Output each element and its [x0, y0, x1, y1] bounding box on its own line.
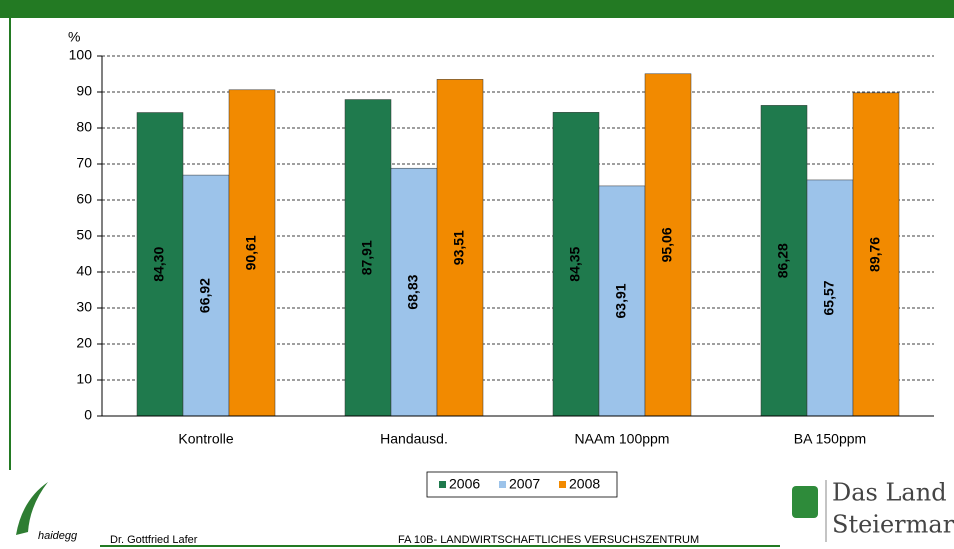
logo-crest: [792, 486, 818, 518]
data-label: 65,57: [821, 280, 837, 315]
legend-label: 2007: [509, 476, 540, 492]
y-tick-label: 90: [76, 83, 92, 99]
footer-institution: FA 10B- LANDWIRTSCHAFTLICHES VERSUCHSZEN…: [398, 534, 699, 546]
y-axis-label: %: [68, 29, 80, 45]
logo-leaf: [16, 482, 48, 535]
data-label: 93,51: [451, 230, 467, 265]
data-label: 90,61: [243, 235, 259, 270]
bar: [344, 99, 392, 417]
logo-right-2: Steiermark: [832, 511, 954, 539]
bar: [852, 92, 900, 417]
data-label: 66,92: [197, 278, 213, 313]
y-tick-label: 70: [76, 155, 92, 171]
y-tick-label: 50: [76, 227, 92, 243]
x-tick-label: NAAm 100ppm: [575, 431, 670, 447]
data-label: 68,83: [405, 274, 421, 309]
x-tick-label: Kontrolle: [178, 431, 233, 447]
y-tick-label: 0: [84, 407, 92, 423]
bar: [760, 105, 808, 417]
legend-marker: [559, 481, 566, 488]
bar: [136, 112, 184, 417]
data-label: 87,91: [359, 240, 375, 275]
bar: [436, 79, 484, 417]
legend-label: 2008: [569, 476, 600, 492]
y-tick-label: 10: [76, 371, 92, 387]
y-tick-label: 60: [76, 191, 92, 207]
x-tick-label: BA 150ppm: [794, 431, 866, 447]
data-label: 95,06: [659, 227, 675, 262]
legend-label: 2006: [449, 476, 480, 492]
legend-marker: [439, 481, 446, 488]
y-tick-label: 30: [76, 299, 92, 315]
y-tick-label: 100: [69, 47, 93, 63]
logo-right-1: Das Land: [832, 479, 947, 507]
bar: [644, 73, 692, 417]
legend-marker: [499, 481, 506, 488]
data-label: 89,76: [867, 237, 883, 272]
bar: [182, 174, 230, 417]
logo-left: haidegg: [38, 530, 78, 542]
y-tick-label: 20: [76, 335, 92, 351]
bar: [598, 185, 646, 417]
y-tick-label: 80: [76, 119, 92, 135]
footer-author: Dr. Gottfried Lafer: [110, 534, 198, 546]
data-label: 84,30: [151, 247, 167, 282]
data-label: 86,28: [775, 243, 791, 278]
data-label: 84,35: [567, 246, 583, 281]
x-tick-label: Handausd.: [380, 431, 448, 447]
bar: [228, 89, 276, 417]
header-bar: [0, 0, 954, 18]
bar: [806, 179, 854, 417]
legend-box: [426, 471, 618, 498]
data-label: 63,91: [613, 283, 629, 318]
y-tick-label: 40: [76, 263, 92, 279]
